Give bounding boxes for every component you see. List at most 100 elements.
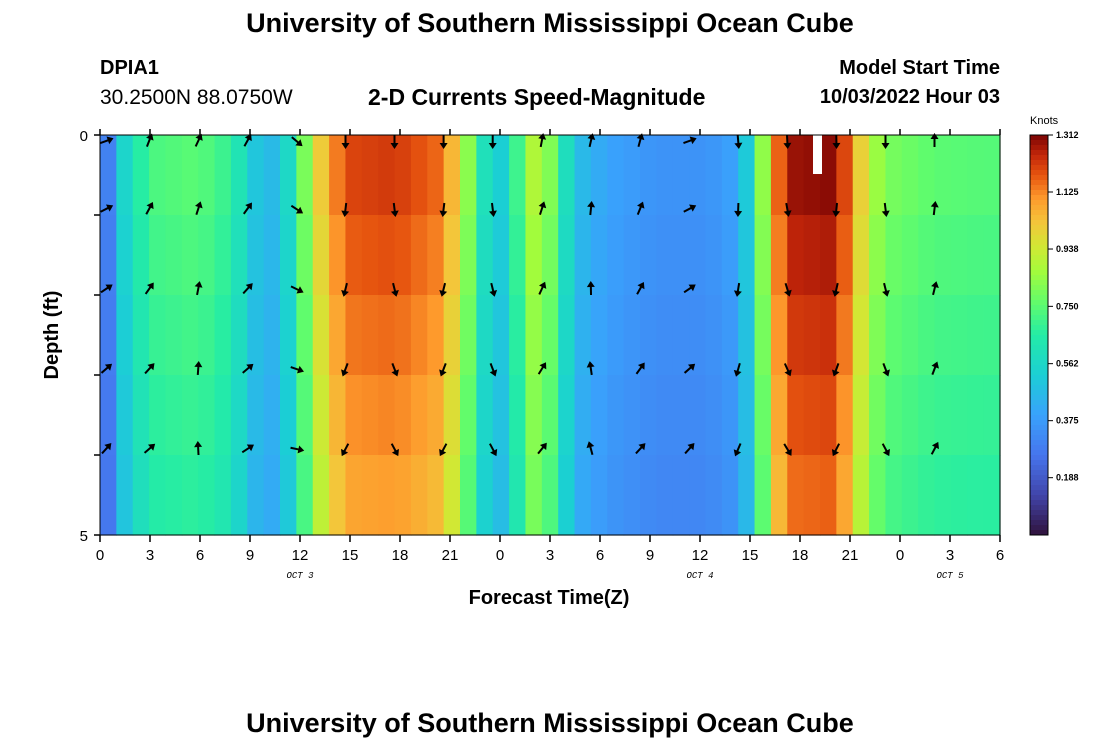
arrow-head	[439, 369, 447, 377]
heatmap-cell	[820, 455, 837, 536]
direction-arrow	[931, 361, 939, 375]
direction-arrow	[683, 204, 697, 213]
heatmap-cell	[754, 455, 772, 536]
colorbar-segment	[1030, 435, 1048, 441]
arrow-head	[106, 136, 114, 145]
direction-arrow	[243, 133, 252, 147]
heatmap-cell	[280, 455, 297, 536]
colorbar-segment	[1030, 245, 1048, 251]
heatmap-cell	[329, 135, 347, 216]
direction-arrow	[683, 284, 696, 294]
heatmap-cell	[852, 135, 870, 216]
heatmap-cell	[803, 455, 821, 536]
direction-arrow	[587, 201, 596, 216]
heatmap-cell	[656, 455, 674, 536]
arrow-head	[784, 448, 792, 456]
heatmap-cell	[607, 135, 625, 216]
x-tick-label: 18	[392, 547, 409, 564]
heatmap-cell	[640, 375, 657, 456]
colorbar-segment	[1030, 290, 1048, 296]
arrow-head	[341, 369, 349, 377]
heatmap-cell	[312, 135, 330, 216]
arrow-head	[832, 290, 840, 297]
heatmap-cell	[656, 295, 674, 376]
colorbar-segment	[1030, 215, 1048, 221]
heatmap-cell	[640, 295, 657, 376]
heatmap-cell	[329, 455, 347, 536]
heatmap-cell	[476, 375, 494, 456]
heatmap-cell	[738, 375, 756, 456]
heatmap-cell	[656, 375, 674, 456]
colorbar-label: 0.188	[1056, 473, 1079, 483]
heatmap-cell	[885, 295, 903, 376]
direction-arrow	[832, 202, 841, 217]
heatmap-cell	[918, 215, 936, 296]
heatmap-cell	[934, 215, 952, 296]
heatmap-cell	[312, 375, 330, 456]
arrow-head	[733, 369, 742, 377]
station-id: DPIA1	[100, 57, 159, 79]
heatmap-cell	[820, 295, 837, 376]
direction-arrow	[242, 202, 252, 215]
colorbar-segment	[1030, 295, 1048, 301]
heatmap-cell	[247, 375, 265, 456]
colorbar-segment	[1030, 515, 1048, 521]
arrow-head	[784, 289, 792, 297]
heatmap-cell	[852, 215, 870, 296]
heatmap-cell	[394, 215, 412, 296]
direction-arrow	[144, 282, 154, 295]
arrow-head	[295, 206, 304, 214]
direction-arrow	[537, 442, 547, 455]
colorbar-segment	[1030, 455, 1048, 461]
direction-arrow	[391, 363, 399, 377]
station-coordinates: 30.2500N 88.0750W	[100, 86, 293, 109]
heatmap-cell	[230, 375, 248, 456]
heatmap-cell	[214, 375, 232, 456]
footer-title: University of Southern Mississippi Ocean…	[246, 708, 854, 738]
heatmap-cell	[590, 135, 608, 216]
arrow-head	[341, 143, 350, 149]
direction-arrow	[733, 282, 742, 297]
colorbar-segment	[1030, 325, 1048, 331]
arrow-head	[147, 363, 155, 371]
arrow-head	[831, 369, 840, 377]
colorbar-segment	[1030, 140, 1048, 146]
arrow-head	[195, 201, 203, 209]
direction-arrow	[733, 362, 742, 377]
colorbar-segment	[1030, 305, 1048, 311]
x-tick-label: 9	[646, 547, 654, 564]
current-direction-arrows	[100, 133, 939, 457]
heatmap-cell	[329, 215, 347, 296]
direction-arrow	[242, 363, 254, 374]
heatmap-cell	[280, 375, 297, 456]
heatmap-cell	[394, 295, 412, 376]
heatmap-cell	[476, 215, 494, 296]
heatmap-cell	[869, 215, 887, 296]
arrow-head	[244, 133, 252, 142]
heatmap-cell	[607, 455, 625, 536]
arrow-head	[587, 201, 596, 208]
heatmap-cell	[116, 455, 134, 536]
heatmap-cell	[230, 455, 248, 536]
direction-arrow	[439, 282, 447, 297]
heatmap-cell	[230, 215, 248, 296]
direction-arrow	[537, 362, 547, 375]
heatmap-cell	[672, 135, 690, 216]
heatmap-cell	[590, 215, 608, 296]
colorbar-segment	[1030, 495, 1048, 501]
heatmap-cell	[558, 455, 576, 536]
direction-arrow	[831, 443, 840, 457]
heatmap-cell	[460, 375, 477, 456]
arrow-head	[586, 441, 595, 449]
heatmap-cell	[885, 215, 903, 296]
arrow-head	[104, 363, 113, 371]
heatmap-cell	[869, 375, 887, 456]
heatmap-cell	[443, 135, 461, 216]
x-tick-label: 3	[546, 547, 554, 564]
heatmap-cell	[476, 295, 494, 376]
heatmap-cell	[836, 375, 854, 456]
heatmap-cell	[443, 215, 461, 296]
heatmap-cell	[427, 215, 445, 296]
arrow-head	[882, 369, 890, 377]
arrow-head	[439, 143, 448, 149]
